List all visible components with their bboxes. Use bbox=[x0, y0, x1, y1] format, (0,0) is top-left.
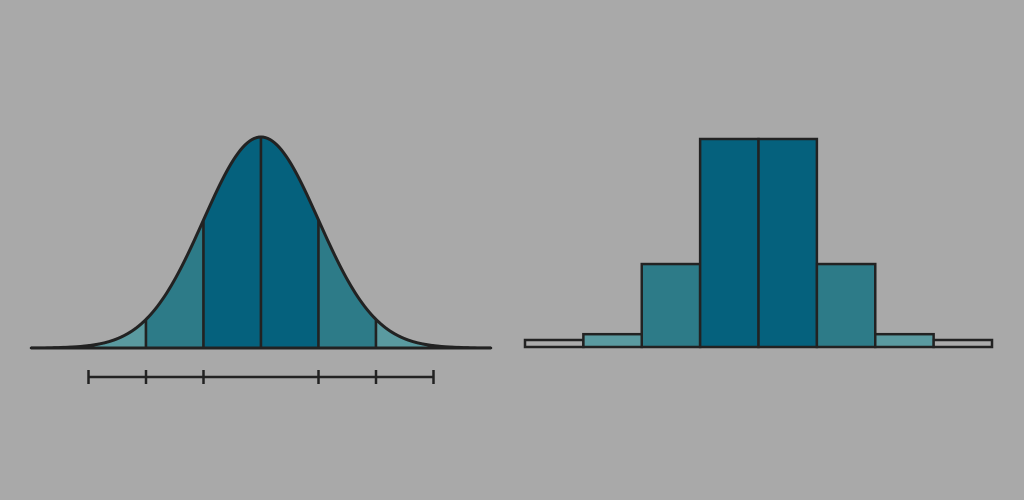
histogram-bar-4 bbox=[698, 137, 760, 349]
bell-band-4 bbox=[202, 135, 263, 350]
histogram-bar-7 bbox=[874, 332, 935, 349]
bell-curve-outline bbox=[30, 135, 492, 350]
histogram-bar-2 bbox=[582, 332, 644, 349]
histogram-chart bbox=[523, 137, 994, 349]
histogram-bar-1 bbox=[523, 338, 585, 349]
bell-curve-chart bbox=[29, 135, 493, 384]
histogram-bar-8 bbox=[932, 338, 994, 349]
histogram-bar-6 bbox=[815, 262, 877, 349]
histogram-bar-5 bbox=[757, 137, 819, 349]
histogram-bar-3 bbox=[640, 262, 702, 349]
bell-band-5 bbox=[259, 135, 320, 350]
